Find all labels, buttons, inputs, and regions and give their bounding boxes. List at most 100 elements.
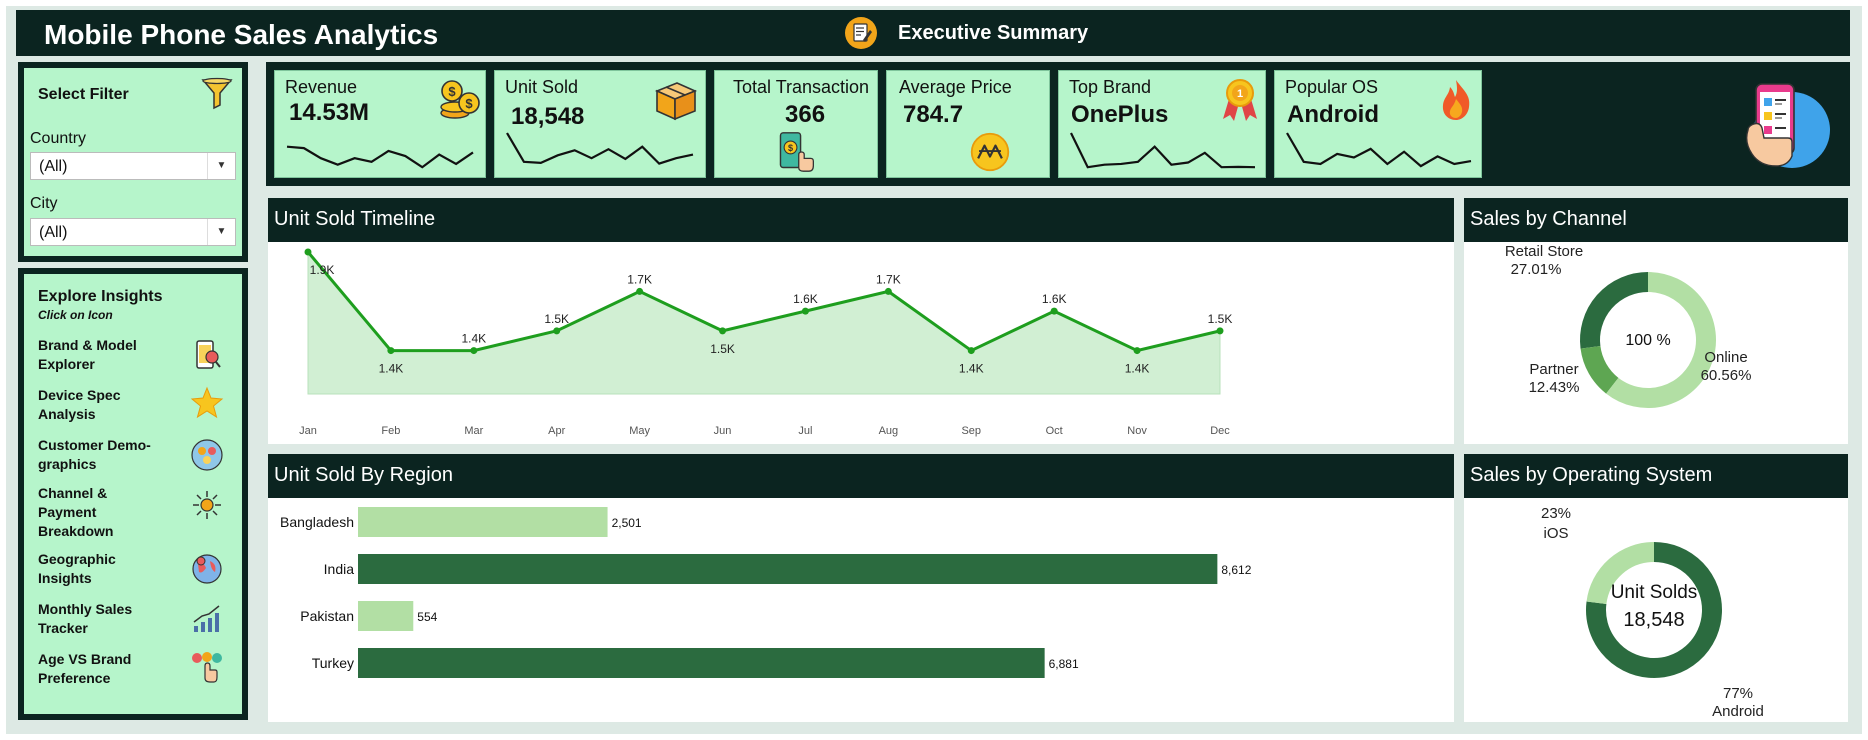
kpi-unit-sold: Unit Sold 18,548 — [494, 70, 706, 178]
region-panel: Unit Sold By Region Bangladesh 2,501 India… — [268, 454, 1454, 722]
timeline-point[interactable] — [1133, 347, 1141, 355]
timeline-point[interactable] — [470, 347, 478, 355]
timeline-point[interactable] — [967, 347, 975, 355]
svg-text:$: $ — [788, 143, 793, 153]
kpi-revenue: Revenue 14.53M $ $ — [274, 70, 486, 178]
revenue-sparkline — [286, 145, 474, 169]
phone-search-icon[interactable] — [190, 338, 224, 372]
insights-title: Explore Insights — [38, 288, 163, 305]
sparkline-path — [1070, 132, 1256, 169]
timeline-area — [307, 250, 1221, 395]
city-select[interactable]: (All) ▼ — [30, 218, 236, 246]
country-value: (All) — [39, 158, 68, 175]
phone-app-icon — [1745, 83, 1830, 168]
timeline-data-label: 1.4K — [1125, 362, 1150, 376]
timeline-point[interactable] — [636, 287, 644, 295]
timeline-point[interactable] — [553, 327, 561, 335]
os-center-label: Unit Solds — [1611, 582, 1698, 603]
kpi-bar: Revenue 14.53M $ $ Unit Sold 18,548 Tota… — [266, 62, 1850, 186]
chevron-down-icon[interactable]: ▼ — [207, 153, 235, 179]
timeline-tick-label: Jul — [798, 425, 812, 437]
popular-os-sparkline — [1286, 132, 1472, 168]
kpi-top-brand: Top Brand OnePlus 1 — [1058, 70, 1266, 178]
header-bar: Mobile Phone Sales Analytics Executive S… — [16, 10, 1850, 56]
executive-summary-tab[interactable]: Executive Summary — [898, 22, 1089, 44]
globe-pin-icon[interactable] — [190, 552, 224, 586]
donut-slice[interactable] — [1580, 345, 1619, 394]
region-value-label: 2,501 — [612, 516, 642, 530]
timeline-data-label: 1.5K — [710, 342, 735, 356]
insight-age-brand[interactable]: Age VS Brand Preference — [38, 650, 228, 694]
channel-slice-name: Partner — [1529, 361, 1578, 378]
donut-slice[interactable] — [1586, 542, 1655, 605]
insight-channel-payment[interactable]: Channel & Payment Breakdown — [38, 484, 228, 539]
os-panel: Sales by Operating System Unit Solds 18,… — [1464, 454, 1848, 722]
kpi-value: 14.53M — [289, 99, 370, 126]
unit-sold-sparkline — [506, 132, 694, 165]
timeline-point[interactable] — [387, 347, 395, 355]
insight-label: Age VS Brand Preference — [38, 651, 132, 686]
timeline-panel: Unit Sold Timeline 1.9K Jan 1.4K Feb 1.4K Mar… — [268, 198, 1454, 444]
channel-slice-percent: 12.43% — [1529, 379, 1580, 396]
timeline-point[interactable] — [801, 307, 809, 315]
kpi-label: Top Brand — [1069, 77, 1152, 97]
donut-slice[interactable] — [1606, 272, 1716, 408]
network-icon[interactable] — [190, 488, 224, 522]
timeline-tick-label: Dec — [1210, 425, 1230, 437]
timeline-data-label: 1.7K — [876, 272, 901, 286]
kpi-value: 18,548 — [511, 103, 585, 130]
sales-by-os-donut: Unit Solds 18,548 23% iOS 77%Android — [1541, 505, 1764, 720]
region-value-label: 6,881 — [1049, 657, 1079, 671]
timeline-point[interactable] — [884, 287, 892, 295]
svg-text:1: 1 — [1237, 88, 1243, 100]
insight-geographic[interactable]: Geographic Insights — [38, 550, 228, 594]
city-value: (All) — [39, 224, 68, 241]
timeline-data-label: 1.9K — [310, 263, 335, 277]
region-bar[interactable] — [358, 554, 1218, 584]
region-bar[interactable] — [358, 648, 1045, 678]
svg-text:$: $ — [465, 96, 473, 111]
timeline-tick-label: Mar — [464, 425, 483, 437]
kpi-value: Android — [1287, 101, 1379, 128]
os-slice-percent: 23% — [1541, 505, 1571, 522]
timeline-point[interactable] — [1050, 307, 1058, 315]
insight-brand-model[interactable]: Brand & Model Explorer — [38, 336, 228, 380]
medal-icon: 1 — [1223, 79, 1257, 121]
channel-title: Sales by Channel — [1464, 198, 1848, 242]
chevron-down-icon[interactable]: ▼ — [207, 219, 235, 245]
timeline-point[interactable] — [719, 327, 727, 335]
insight-device-spec[interactable]: Device Spec Analysis — [38, 386, 228, 430]
timeline-data-label: 1.5K — [544, 312, 569, 326]
kpi-label: Revenue — [285, 77, 358, 97]
touch-icon[interactable] — [190, 650, 224, 684]
kpi-value: OnePlus — [1071, 101, 1169, 128]
timeline-data-label: 1.4K — [461, 332, 486, 346]
region-category-label: Pakistan — [300, 608, 354, 624]
sparkline-path — [286, 145, 474, 169]
timeline-data-label: 1.4K — [379, 362, 404, 376]
timeline-point[interactable] — [304, 248, 312, 256]
donut-slice[interactable] — [1580, 272, 1649, 349]
region-bar[interactable] — [358, 507, 608, 537]
sparkline-path — [1286, 132, 1472, 168]
star-icon[interactable] — [190, 386, 224, 420]
timeline-point[interactable] — [1216, 327, 1224, 335]
people-icon[interactable] — [190, 438, 224, 472]
kpi-popular-os: Popular OS Android — [1274, 70, 1482, 178]
report-icon[interactable] — [844, 16, 878, 50]
timeline-tick-label: Jan — [299, 425, 317, 437]
country-select[interactable]: (All) ▼ — [30, 152, 236, 180]
filter-title: Select Filter — [38, 86, 129, 103]
growth-chart-icon[interactable] — [190, 602, 224, 636]
timeline-tick-label: Aug — [879, 425, 899, 437]
kpi-label: Average Price — [899, 77, 1012, 97]
kpi-total-transaction: Total Transaction 366 $ — [714, 70, 878, 178]
region-bar[interactable] — [358, 601, 414, 631]
insight-monthly-sales[interactable]: Monthly Sales Tracker — [38, 600, 228, 644]
coins-icon: $ $ — [440, 80, 480, 119]
timeline-data-label: 1.6K — [793, 292, 818, 306]
donut-slice[interactable] — [1586, 542, 1722, 678]
channel-slice-name: Online — [1704, 349, 1747, 366]
insight-customer-demographics[interactable]: Customer Demo-graphics — [38, 436, 228, 480]
